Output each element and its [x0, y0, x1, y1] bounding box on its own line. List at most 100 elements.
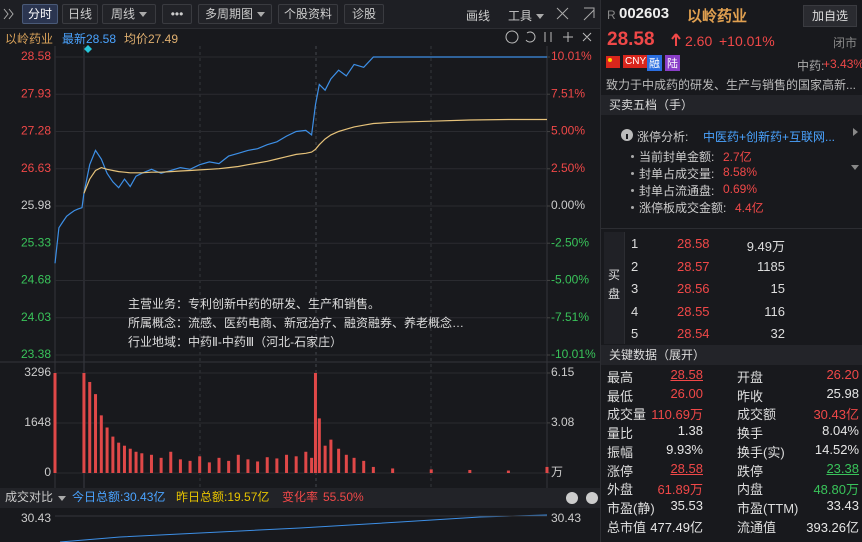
limit-concepts[interactable]: 中医药+创新药+互联网...: [703, 130, 836, 144]
level: 1: [631, 236, 639, 251]
level: 2: [631, 258, 639, 274]
key-value[interactable]: 28.58: [670, 367, 703, 382]
limit-item-label: 封单占成交量:: [639, 167, 715, 181]
volume-bar: [169, 451, 173, 473]
tab[interactable]: 日线: [62, 4, 98, 24]
volume-bar: [117, 442, 121, 473]
sector: 中药:: [797, 59, 825, 73]
more[interactable]: •••: [162, 4, 192, 24]
bullet: [631, 189, 634, 192]
section-header[interactable]: 关键数据（展开）: [601, 345, 862, 365]
tab[interactable]: 分时: [22, 4, 58, 24]
status: 闭市: [833, 36, 858, 50]
key-label: 换手: [737, 426, 764, 442]
level: 4: [631, 303, 639, 319]
y-tick-label: 25.33: [21, 235, 51, 249]
yesterday-total: 昨日总额:19.57亿: [176, 489, 269, 504]
y2-tick-label: 10.01%: [551, 49, 592, 63]
draw[interactable]: 画线: [466, 9, 491, 23]
volume-bar: [352, 457, 356, 473]
limit-item-value: 0.69%: [723, 182, 758, 196]
key-label: 内盘: [737, 482, 764, 498]
bid-price: 28.55: [677, 303, 710, 319]
y2-tick-label: -10.01%: [551, 347, 596, 361]
key-value: 477.49亿: [650, 519, 703, 535]
stock-name: 以岭药业: [5, 32, 54, 46]
today-total: 今日总额:30.43亿: [72, 489, 165, 504]
volume-bar: [128, 448, 132, 473]
bid-volume: 1185: [757, 258, 785, 274]
volume-bar: [53, 373, 57, 473]
volume-bar: [265, 457, 269, 473]
tools[interactable]: 工具: [508, 7, 545, 24]
change: 2.60: [685, 33, 713, 49]
label: 多周期图: [204, 7, 253, 21]
volume-bar: [140, 453, 144, 473]
y-tick-label: 27.28: [21, 124, 51, 138]
volume-bar: [313, 373, 317, 473]
volume-bar: [105, 427, 109, 473]
volume-bar: [159, 457, 163, 473]
level: 3: [631, 281, 639, 296]
side-box: [604, 232, 625, 344]
compare-label[interactable]: 成交对比: [5, 489, 53, 504]
volume-bar: [285, 454, 289, 473]
close-icon[interactable]: [566, 492, 578, 504]
volume-bar: [198, 456, 202, 473]
collapse-icon[interactable]: [3, 8, 15, 20]
tab-dropdown[interactable]: 周线: [102, 4, 156, 24]
multi-period[interactable]: 多周期图: [198, 4, 272, 24]
compare-line: [59, 514, 548, 542]
key-value: 14.52%: [814, 441, 859, 457]
chart-area: 成交对比 今日总额:30.43亿 昨日总额:19.57亿 变化率 55.50% …: [0, 45, 600, 542]
key-label: 振幅: [607, 444, 634, 460]
bid-volume: 116: [764, 303, 785, 319]
watch-button[interactable]: 加自选: [803, 5, 857, 27]
annotation: 行业地域：中药Ⅱ-中药Ⅲ（河北-石家庄）: [128, 334, 342, 349]
bid-price: 28.56: [677, 281, 710, 296]
name: 以岭药业: [687, 8, 748, 25]
info-icon: [621, 129, 633, 141]
key-label: 外盘: [607, 482, 634, 498]
bullet: [631, 155, 634, 158]
separator: [601, 228, 862, 229]
expand[interactable]: [853, 128, 858, 136]
key-value[interactable]: 23.38: [826, 460, 859, 476]
volume-bar: [362, 460, 366, 473]
key-label: 成交额: [737, 407, 777, 423]
volume-bar: [99, 415, 103, 473]
bid-price: 28.57: [677, 258, 710, 274]
collapse[interactable]: [851, 165, 859, 170]
volume-bar: [149, 454, 153, 473]
diagnose[interactable]: 诊股: [344, 4, 384, 24]
window-icons[interactable]: [556, 7, 596, 21]
key-value[interactable]: 28.58: [670, 460, 703, 476]
y-tick-label: 26.63: [21, 161, 51, 175]
volume-bar: [506, 470, 510, 473]
y2-tick-label: 7.51%: [551, 86, 585, 100]
pct: +10.01%: [719, 33, 775, 49]
volume-bar: [256, 461, 260, 473]
key-value: 33.43: [826, 497, 859, 513]
y-tick-label: 1648: [24, 415, 51, 429]
volume-bar: [329, 439, 333, 473]
tag: 融: [647, 55, 662, 71]
tag: 陆: [665, 55, 680, 71]
volume-bar: [371, 466, 375, 473]
y2-tick-label: -7.51%: [551, 310, 589, 324]
profile[interactable]: 个股资料: [278, 4, 338, 24]
key-label: 市盈(TTM): [737, 500, 799, 516]
key-label: 流通值: [737, 519, 777, 535]
limit-item-value: 8.58%: [723, 165, 758, 179]
settings-icon[interactable]: [586, 492, 598, 504]
volume-bar: [310, 457, 314, 473]
volume-bar: [294, 456, 298, 473]
y2-tick-label: 0.00%: [551, 198, 585, 212]
volume-bar: [344, 454, 348, 473]
chart-icons[interactable]: [505, 30, 597, 44]
key-label: 跌停: [737, 463, 764, 479]
series-line: [54, 56, 547, 264]
volume-bar: [188, 460, 192, 473]
change-value: 55.50%: [323, 490, 364, 504]
y-tick-label: 24.03: [21, 310, 51, 324]
